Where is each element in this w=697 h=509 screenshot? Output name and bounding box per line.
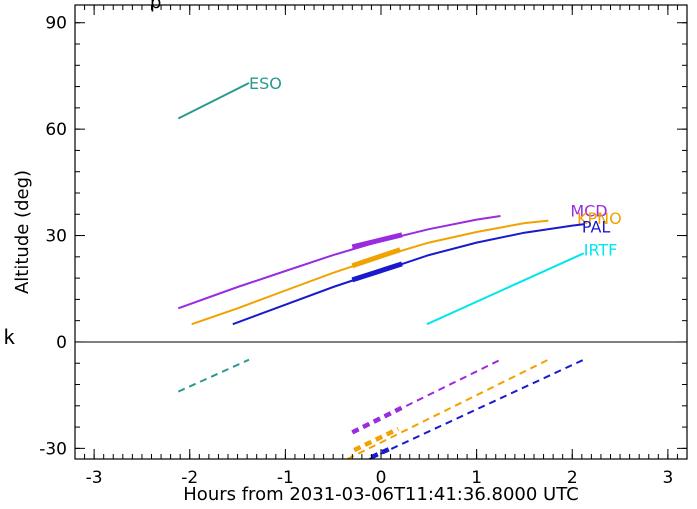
series-eso-line <box>177 82 250 120</box>
x-tick-label: 2 <box>567 468 578 488</box>
series-kpno-below-highlight <box>353 426 400 453</box>
x-tick-label: -2 <box>181 468 198 488</box>
axis-ticks: -3 -2 -1 0 1 2 3 -30 0 30 60 90 <box>39 5 688 488</box>
series-label-irtf: IRTF <box>584 241 618 260</box>
series-mcd-below-highlight <box>351 405 404 435</box>
x-tick-label: 3 <box>662 468 673 488</box>
series-label-kpno: KPNO <box>577 209 622 228</box>
series-label-eso: ESO <box>249 74 282 93</box>
series-irtf-line <box>426 252 585 326</box>
series-label-pal: PAL <box>582 218 611 237</box>
x-tick-label: -3 <box>86 468 103 488</box>
y-tick-label: 90 <box>45 14 67 34</box>
series-pal-below-line <box>369 358 585 460</box>
x-axis-label: Hours from 2031-03-06T11:41:36.8000 UTC <box>183 484 578 505</box>
y-axis-label: Altitude (deg) <box>12 170 33 294</box>
left-annotation: k <box>3 325 15 349</box>
x-tick-label: 0 <box>376 468 387 488</box>
series-kpno-highlight <box>351 247 401 269</box>
series-mcd-highlight <box>351 232 403 250</box>
series-pal-line <box>232 223 584 326</box>
series-kpno-below-line <box>347 358 549 460</box>
y-tick-label: 60 <box>45 120 67 140</box>
series-pal-below-highlight <box>370 446 392 460</box>
y-tick-label: 0 <box>56 333 67 353</box>
series-label-mcd: MCD <box>570 202 607 221</box>
x-tick-label: 1 <box>471 468 482 488</box>
series-pal-highlight <box>351 261 403 283</box>
y-tick-label: 30 <box>45 227 67 247</box>
series-eso-below-line <box>177 358 250 393</box>
y-tick-label: -30 <box>39 439 67 459</box>
x-tick-label: -1 <box>277 468 294 488</box>
chart-title-fragment: p <box>150 0 161 13</box>
